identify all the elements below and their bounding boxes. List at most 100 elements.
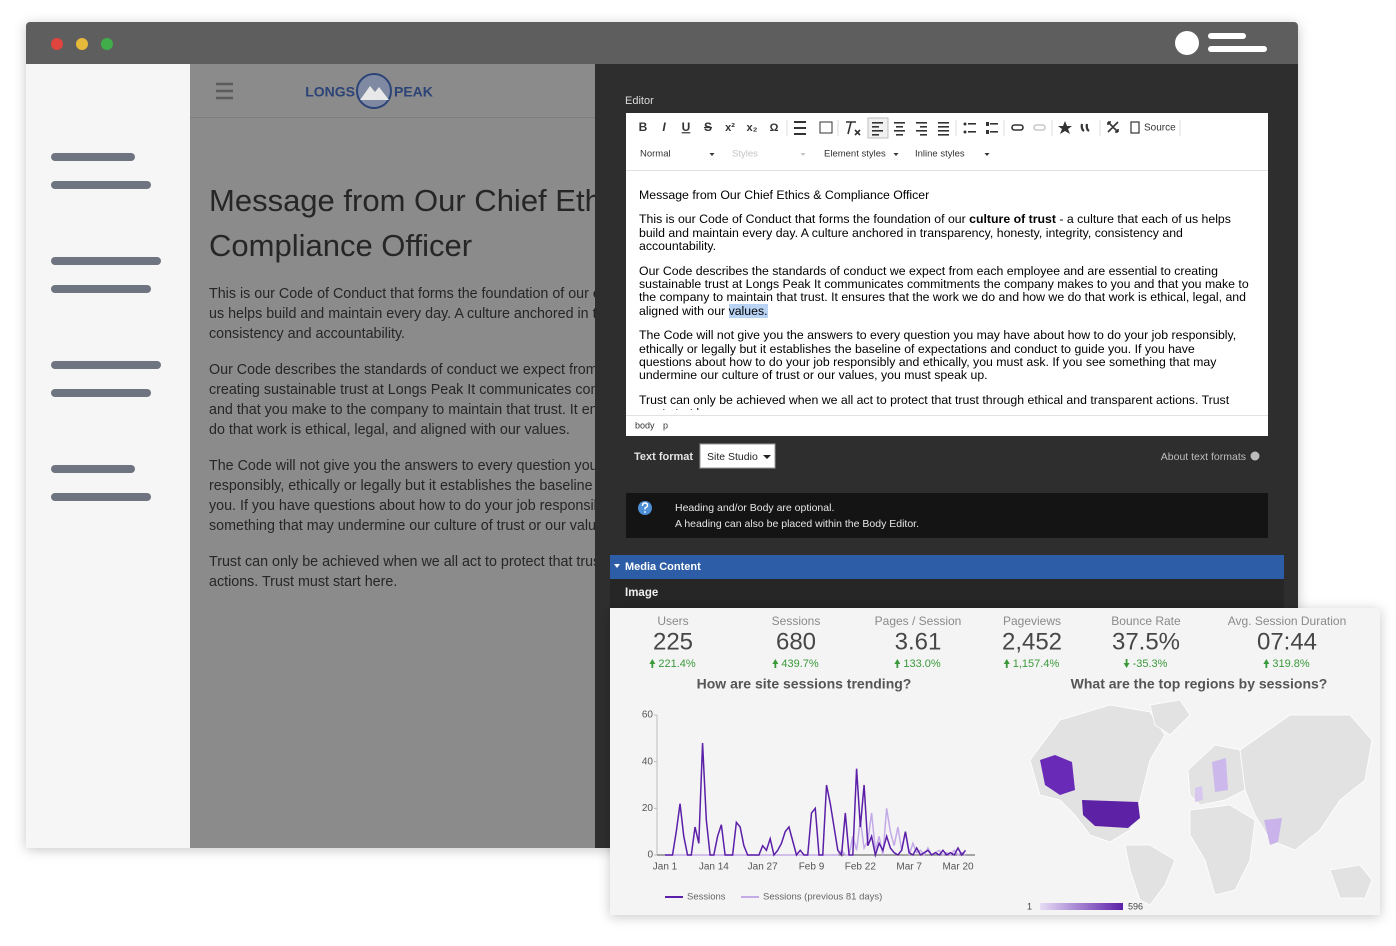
- toolbar-dropdown[interactable]: Normal: [640, 149, 671, 160]
- unlink-icon[interactable]: [1033, 124, 1046, 131]
- icon: [968, 131, 976, 133]
- region-india[interactable]: [1264, 818, 1282, 845]
- metric-value: 3.61: [895, 628, 942, 655]
- hamburger-icon[interactable]: [216, 82, 233, 100]
- icon[interactable]: [846, 121, 861, 136]
- toolbar-button[interactable]: U: [682, 120, 691, 134]
- metric-label: Avg. Session Duration: [1228, 614, 1347, 628]
- quote-icon[interactable]: [1080, 123, 1090, 132]
- toolbar-dropdown[interactable]: Element styles: [824, 149, 886, 160]
- text: This is our Code of Conduct that forms t…: [209, 286, 593, 302]
- icon[interactable]: [894, 122, 905, 124]
- bold-text: culture of trust: [969, 212, 1056, 227]
- close-dot[interactable]: [51, 38, 63, 50]
- editor-content[interactable]: Message from Our Chief Ethics & Complian…: [639, 189, 1249, 410]
- sidebar-line: [51, 153, 135, 161]
- x-tick-label: Feb 9: [799, 862, 825, 873]
- map-legend-scale: [1040, 903, 1123, 910]
- editor-paragraph: The Code will not give you the answers t…: [639, 328, 1237, 383]
- icon: [963, 130, 967, 134]
- bold-text: culture of trust: [593, 286, 595, 302]
- dropdown-caret: [984, 153, 990, 156]
- media-section-title[interactable]: Media Content: [625, 561, 701, 573]
- metric-change: 133.0%: [903, 658, 941, 670]
- text-format-select[interactable]: [699, 443, 776, 469]
- map-title: What are the top regions by sessions?: [1071, 676, 1328, 692]
- trend-arrow: [1003, 659, 1010, 664]
- minimize-dot[interactable]: [76, 38, 88, 50]
- icon: [990, 123, 998, 125]
- australia: [1329, 864, 1373, 899]
- region-uk[interactable]: [1195, 786, 1203, 802]
- element-path[interactable]: body: [635, 420, 655, 430]
- dropdown-caret: [800, 153, 806, 156]
- toolbar-button[interactable]: I: [662, 120, 666, 134]
- icon: [938, 126, 949, 128]
- source-icon[interactable]: [1130, 121, 1140, 134]
- help-dot: [644, 511, 646, 513]
- logo-text: PEAK: [394, 84, 433, 100]
- select-caret: [763, 455, 771, 459]
- toolbar-dropdown[interactable]: Styles: [732, 149, 758, 160]
- collapse-caret: [614, 564, 620, 568]
- element-path[interactable]: p: [663, 420, 668, 430]
- icon[interactable]: [819, 121, 833, 134]
- editor-box: [626, 113, 1268, 436]
- editor-paragraph: This is our Code of Conduct that forms t…: [639, 213, 1249, 253]
- africa: [1189, 804, 1256, 896]
- maximize-icon[interactable]: [1107, 121, 1119, 133]
- icon[interactable]: [794, 121, 806, 123]
- toolbar-button[interactable]: Ω: [770, 122, 779, 134]
- link-icon[interactable]: [1011, 124, 1024, 131]
- region-map: What are the top regions by sessions? 1 …: [1027, 676, 1373, 911]
- trend-arrow-stem: [651, 663, 654, 668]
- x-tick-label: Jan 1: [653, 862, 678, 873]
- maximize-dot[interactable]: [101, 38, 113, 50]
- toolbar-icons: [794, 121, 1140, 136]
- image-label: Image: [625, 587, 658, 599]
- media-section-bar[interactable]: [610, 555, 1284, 579]
- star-icon[interactable]: [1058, 121, 1072, 134]
- help-icon[interactable]: [1250, 451, 1260, 461]
- site-paragraph: This is our Code of Conduct that forms t…: [209, 284, 595, 344]
- toolbar-button[interactable]: S: [704, 120, 712, 134]
- logo-mountain: [360, 86, 389, 100]
- help-box: [626, 493, 1268, 538]
- toolbar-button[interactable]: B: [639, 120, 648, 134]
- title-bar-base: [26, 56, 1298, 64]
- icon: [938, 130, 949, 132]
- icon[interactable]: [963, 122, 967, 126]
- x-tick-label: Jan 27: [748, 862, 778, 873]
- icon[interactable]: [938, 122, 949, 124]
- trend-arrow: [772, 659, 779, 664]
- asia: [1239, 714, 1373, 851]
- toolbar-button[interactable]: x²: [725, 122, 735, 134]
- metric-label: Sessions: [772, 614, 821, 628]
- sidebar-line: [51, 465, 135, 473]
- icon[interactable]: [872, 122, 883, 124]
- trend-arrow: [894, 659, 901, 664]
- chart-title: How are site sessions trending?: [697, 676, 912, 692]
- text: values.: [524, 422, 570, 438]
- trend-arrow: [1263, 659, 1270, 664]
- metric-change: 221.4%: [658, 658, 696, 670]
- region-europe[interactable]: [1212, 758, 1228, 792]
- sidebar-line: [51, 493, 151, 501]
- toolbar-button[interactable]: x₂: [746, 122, 757, 134]
- region-alaska[interactable]: [1040, 755, 1075, 795]
- icon[interactable]: [916, 122, 927, 124]
- region-usa[interactable]: [1082, 800, 1140, 828]
- metric-change: 439.7%: [781, 658, 819, 670]
- icon: [872, 134, 879, 136]
- trend-arrow-stem: [1125, 659, 1128, 664]
- toolbar-dropdown[interactable]: Inline styles: [915, 149, 965, 160]
- source-button[interactable]: Source: [1144, 123, 1176, 134]
- text: This is our Code of Conduct that forms t…: [639, 212, 970, 227]
- avatar-icon[interactable]: [1175, 31, 1199, 55]
- icon: [872, 130, 883, 132]
- icon[interactable]: [986, 122, 989, 126]
- map-legend-max: 596: [1128, 901, 1143, 911]
- about-formats-link[interactable]: About text formats: [1161, 451, 1246, 463]
- icon: [916, 130, 927, 132]
